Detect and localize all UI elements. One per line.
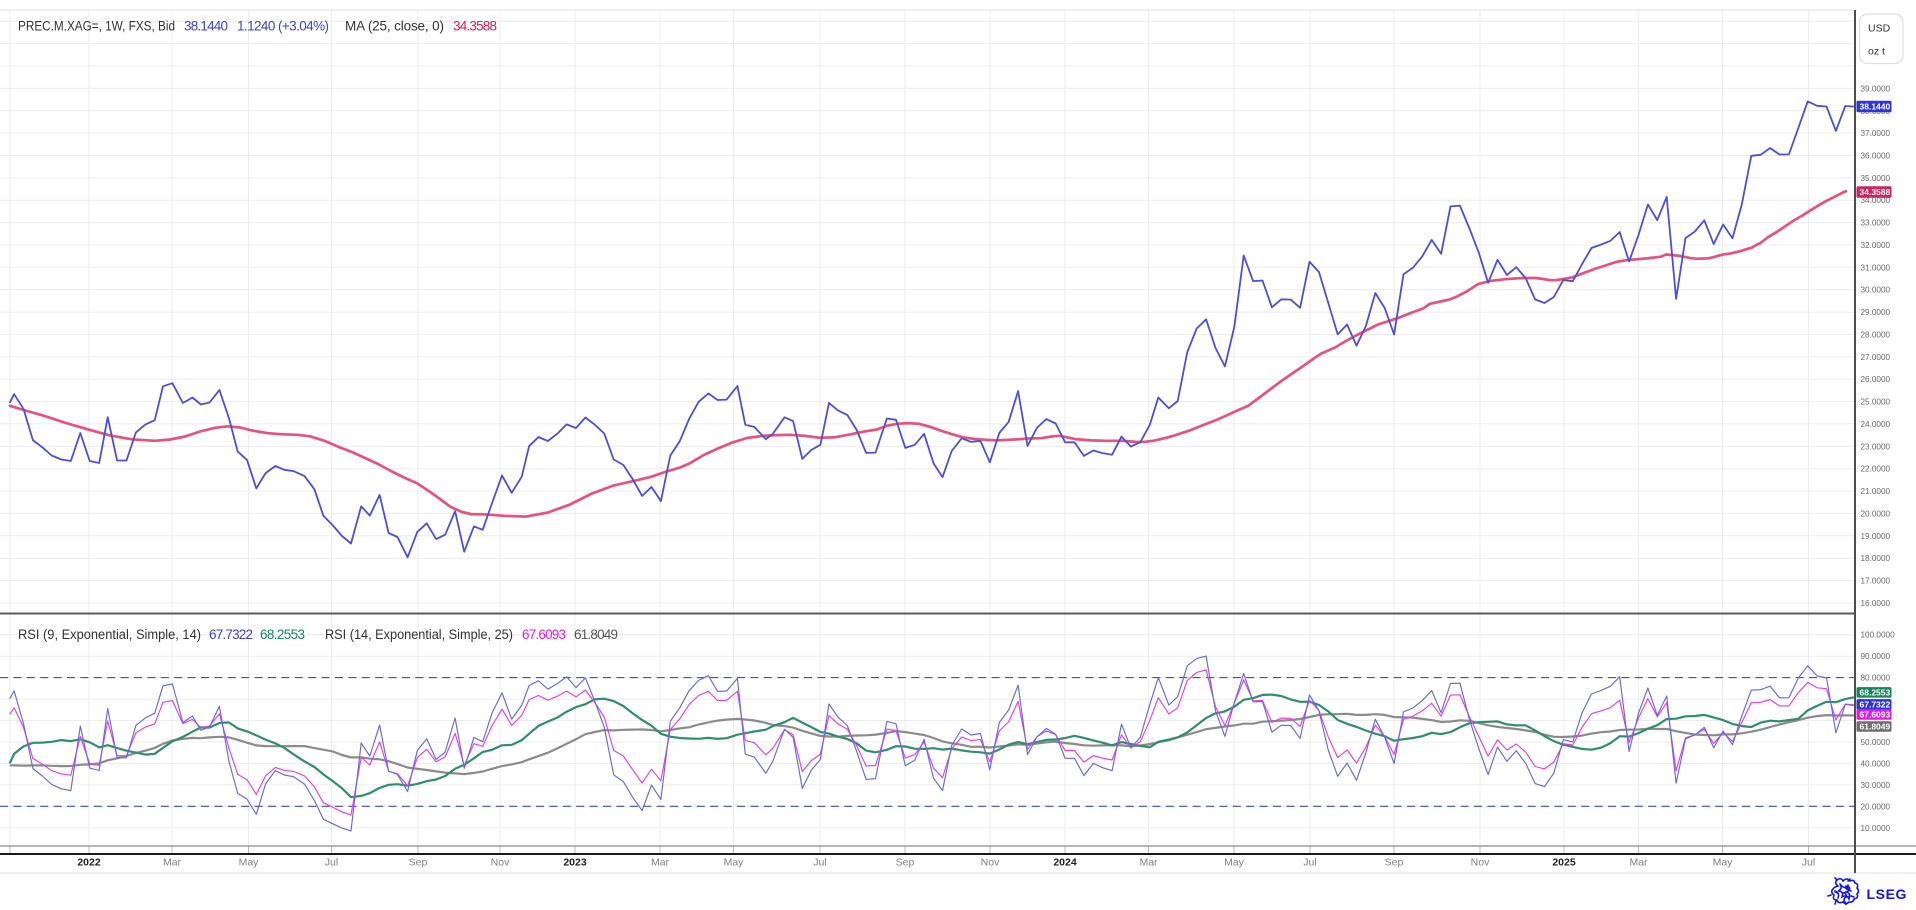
svg-text:50.0000: 50.0000 [1861, 738, 1891, 747]
svg-text:Nov: Nov [1471, 857, 1490, 869]
svg-text:Jul: Jul [1802, 857, 1815, 869]
svg-text:68.2553: 68.2553 [1860, 687, 1891, 697]
svg-text:27.0000: 27.0000 [1861, 353, 1891, 362]
svg-text:Jul: Jul [813, 857, 826, 869]
svg-text:32.0000: 32.0000 [1861, 241, 1891, 250]
svg-text:100.0000: 100.0000 [1861, 631, 1896, 640]
svg-text:Mar: Mar [163, 857, 182, 869]
svg-text:30.0000: 30.0000 [1861, 286, 1891, 295]
svg-text:40.0000: 40.0000 [1861, 759, 1891, 768]
svg-text:26.0000: 26.0000 [1861, 375, 1891, 384]
svg-text:35.0000: 35.0000 [1861, 174, 1891, 183]
svg-text:RSI (9, Exponential, Simple, 1: RSI (9, Exponential, Simple, 14) [18, 627, 201, 642]
svg-text:Sep: Sep [409, 857, 428, 869]
svg-text:Nov: Nov [491, 857, 510, 869]
svg-text:20.0000: 20.0000 [1861, 509, 1891, 518]
svg-text:17.0000: 17.0000 [1861, 577, 1891, 586]
svg-text:PREC.M.XAG=, 1W, FXS, Bid: PREC.M.XAG=, 1W, FXS, Bid [18, 19, 175, 34]
svg-text:USD: USD [1868, 23, 1891, 35]
svg-text:16.0000: 16.0000 [1861, 599, 1891, 608]
svg-text:67.6093: 67.6093 [522, 627, 566, 642]
svg-text:31.0000: 31.0000 [1861, 263, 1891, 272]
svg-text:20.0000: 20.0000 [1861, 802, 1891, 811]
svg-text:67.7322: 67.7322 [209, 627, 253, 642]
svg-text:21.0000: 21.0000 [1861, 487, 1891, 496]
svg-text:33.0000: 33.0000 [1861, 219, 1891, 228]
svg-text:2025: 2025 [1552, 857, 1576, 869]
svg-text:Mar: Mar [651, 857, 670, 869]
svg-text:28.0000: 28.0000 [1861, 331, 1891, 340]
svg-text:oz t: oz t [1868, 46, 1885, 58]
svg-text:25.0000: 25.0000 [1861, 398, 1891, 407]
svg-text:34.3588: 34.3588 [453, 19, 497, 34]
svg-text:29.0000: 29.0000 [1861, 308, 1891, 317]
svg-text:May: May [1713, 857, 1734, 869]
svg-text:80.0000: 80.0000 [1861, 674, 1891, 683]
svg-text:36.0000: 36.0000 [1861, 152, 1891, 161]
svg-text:May: May [724, 857, 745, 869]
svg-text:May: May [1224, 857, 1245, 869]
svg-text:MA (25, close, 0): MA (25, close, 0) [345, 19, 444, 34]
svg-text:30.0000: 30.0000 [1861, 781, 1891, 790]
svg-text:10.0000: 10.0000 [1861, 824, 1891, 833]
svg-text:67.6093: 67.6093 [1860, 710, 1891, 720]
svg-text:1.1240 (+3.04%): 1.1240 (+3.04%) [237, 19, 329, 34]
svg-text:34.3588: 34.3588 [1860, 187, 1891, 197]
svg-text:61.8049: 61.8049 [574, 627, 618, 642]
svg-text:Mar: Mar [1139, 857, 1158, 869]
svg-text:67.7322: 67.7322 [1860, 699, 1891, 709]
svg-text:RSI (14, Exponential, Simple,: RSI (14, Exponential, Simple, 25) [325, 627, 513, 642]
svg-text:2023: 2023 [563, 857, 587, 869]
svg-text:37.0000: 37.0000 [1861, 129, 1891, 138]
svg-text:61.8049: 61.8049 [1860, 722, 1891, 732]
svg-text:68.2553: 68.2553 [260, 627, 305, 642]
svg-text:Sep: Sep [1385, 857, 1404, 869]
svg-text:2024: 2024 [1053, 857, 1077, 869]
svg-text:23.0000: 23.0000 [1861, 442, 1891, 451]
svg-text:34.0000: 34.0000 [1861, 196, 1891, 205]
svg-text:24.0000: 24.0000 [1861, 420, 1891, 429]
svg-text:Jul: Jul [325, 857, 338, 869]
svg-text:Mar: Mar [1629, 857, 1648, 869]
svg-text:22.0000: 22.0000 [1861, 465, 1891, 474]
svg-text:May: May [239, 857, 260, 869]
svg-text:38.1440: 38.1440 [184, 19, 228, 34]
svg-text:Jul: Jul [1303, 857, 1316, 869]
svg-text:38.1440: 38.1440 [1860, 102, 1891, 112]
svg-text:90.0000: 90.0000 [1861, 652, 1891, 661]
svg-text:Nov: Nov [981, 857, 1000, 869]
svg-text:19.0000: 19.0000 [1861, 532, 1891, 541]
svg-text:2022: 2022 [77, 857, 101, 869]
svg-text:Sep: Sep [896, 857, 915, 869]
svg-text:39.0000: 39.0000 [1861, 84, 1891, 93]
svg-text:LSEG: LSEG [1867, 886, 1908, 902]
svg-text:18.0000: 18.0000 [1861, 554, 1891, 563]
